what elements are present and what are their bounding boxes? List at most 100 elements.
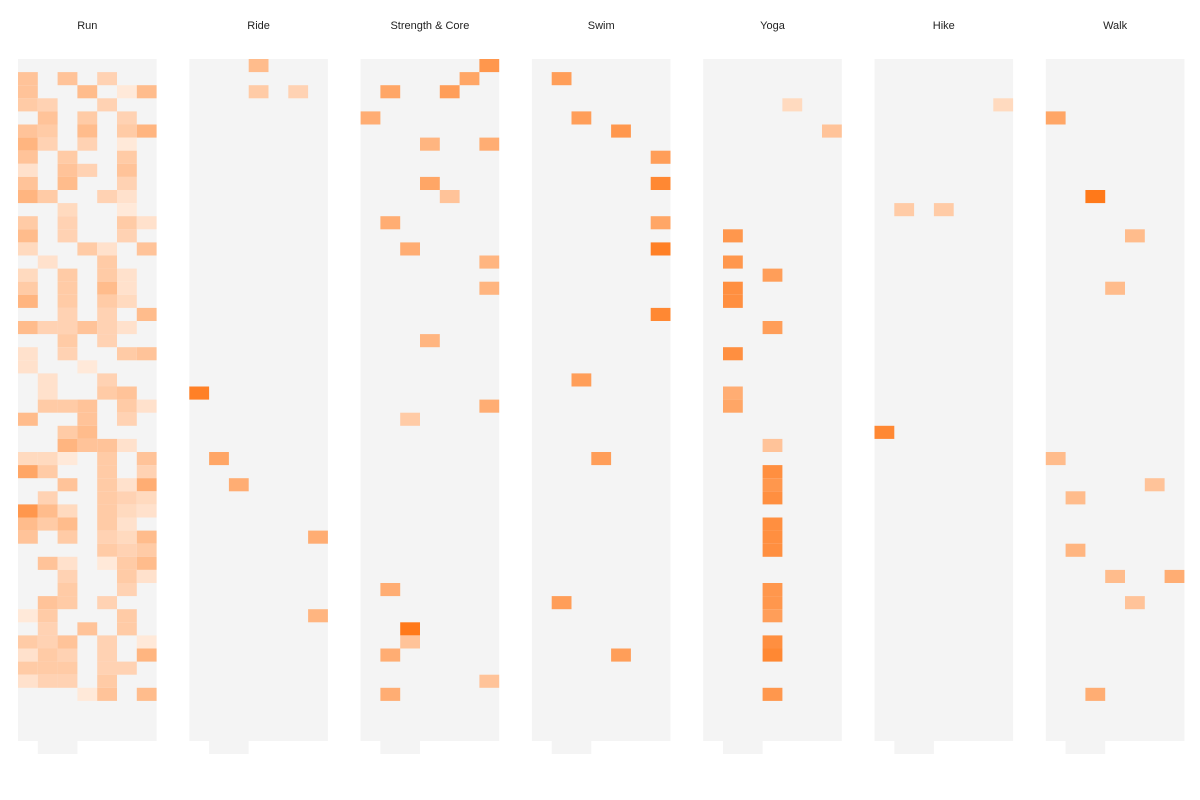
heatmap-cell [400, 412, 420, 426]
heatmap-cell [308, 609, 328, 623]
heatmap-cell [57, 569, 78, 583]
heatmap-cell [77, 425, 98, 439]
heatmap-cell [77, 242, 98, 256]
heatmap-cell [723, 399, 743, 413]
heatmap-cell [993, 98, 1014, 112]
panel-background [1045, 59, 1185, 741]
heatmap-cell [57, 635, 78, 649]
heatmap-cell [57, 321, 78, 335]
heatmap-cell [97, 465, 117, 479]
heatmap-cell [117, 150, 137, 164]
heatmap-cell [650, 216, 671, 230]
heatmap-cell [479, 137, 500, 151]
heatmap-cell [18, 360, 38, 374]
heatmap-cell [97, 635, 117, 649]
heatmap-cell [420, 334, 440, 348]
panel-title: Strength & Core [390, 20, 469, 32]
heatmap-cell [762, 648, 783, 662]
heatmap-cell [18, 242, 38, 256]
heatmap-cell [1125, 229, 1145, 243]
heatmap-cell [117, 203, 137, 217]
heatmap-cell [57, 517, 78, 531]
heatmap-cell [117, 543, 137, 557]
heatmap-cell [933, 203, 954, 217]
heatmap-cell [117, 85, 137, 99]
heatmap-cell [18, 124, 38, 138]
heatmap-cell [57, 504, 78, 518]
heatmap-cell [479, 59, 500, 73]
heatmap-cell [97, 478, 117, 492]
heatmap-cell [248, 85, 269, 99]
heatmap-cell [57, 268, 78, 282]
heatmap-cell [360, 111, 381, 125]
heatmap-cell [97, 255, 117, 269]
heatmap-cell [117, 478, 137, 492]
heatmap-cell [479, 281, 500, 295]
heatmap-cell [479, 674, 500, 688]
heatmap-cell [551, 596, 572, 610]
heatmap-cell [97, 386, 117, 400]
heatmap-cell [97, 504, 117, 518]
heatmap-cell [97, 596, 117, 610]
heatmap-cell [37, 674, 58, 688]
heatmap-cell [57, 661, 78, 675]
heatmap-cell [57, 648, 78, 662]
heatmap-cell [37, 321, 58, 335]
heatmap-cell [723, 386, 743, 400]
panel-footer-tab [209, 741, 249, 754]
heatmap-cell [380, 85, 401, 99]
heatmap-cell [762, 687, 783, 701]
heatmap-cell [117, 583, 137, 597]
heatmap-cell [400, 242, 420, 256]
heatmap-cell [77, 137, 98, 151]
heatmap-cell [18, 72, 38, 86]
panel-walk: Walk [1045, 20, 1185, 754]
heatmap-cell [18, 412, 38, 426]
heatmap-cell [136, 491, 157, 505]
heatmap-cell [18, 452, 38, 466]
heatmap-cell [117, 661, 137, 675]
heatmap-cell [611, 648, 631, 662]
heatmap-cell [77, 360, 98, 374]
heatmap-cell [57, 203, 78, 217]
heatmap-cell [97, 530, 117, 544]
heatmap-cell [136, 648, 157, 662]
heatmap-cell [117, 321, 137, 335]
heatmap-cell [117, 609, 137, 623]
heatmap-cell [1045, 452, 1066, 466]
heatmap-cell [18, 229, 38, 243]
heatmap-cell [136, 452, 157, 466]
heatmap-cell [37, 124, 58, 138]
panel-footer-tab [1065, 741, 1106, 754]
heatmap-cell [18, 137, 38, 151]
heatmap-cell [77, 412, 98, 426]
heatmap-cell [18, 465, 38, 479]
panel-footer-tab [551, 741, 592, 754]
heatmap-cell [762, 268, 783, 282]
heatmap-cell [479, 399, 500, 413]
heatmap-cell [57, 556, 78, 570]
heatmap-cell [77, 438, 98, 452]
heatmap-cell [77, 124, 98, 138]
heatmap-cell [18, 517, 38, 531]
heatmap-cell [37, 609, 58, 623]
heatmap-cell [439, 190, 460, 204]
heatmap-cell [37, 517, 58, 531]
heatmap-cell [97, 674, 117, 688]
heatmap-cell [97, 190, 117, 204]
heatmap-cell [18, 176, 38, 190]
heatmap-cell [136, 347, 157, 361]
heatmap-cell [97, 373, 117, 387]
heatmap-cell [420, 176, 440, 190]
heatmap-cell [400, 635, 420, 649]
heatmap-cell [97, 281, 117, 295]
heatmap-cell [136, 569, 157, 583]
heatmap-cell [479, 255, 500, 269]
heatmap-cell [37, 648, 58, 662]
heatmap-cell [97, 438, 117, 452]
heatmap-cell [18, 321, 38, 335]
heatmap-cell [117, 229, 137, 243]
heatmap-cell [136, 307, 157, 321]
heatmap-cell [1105, 281, 1125, 295]
heatmap-cell [136, 478, 157, 492]
